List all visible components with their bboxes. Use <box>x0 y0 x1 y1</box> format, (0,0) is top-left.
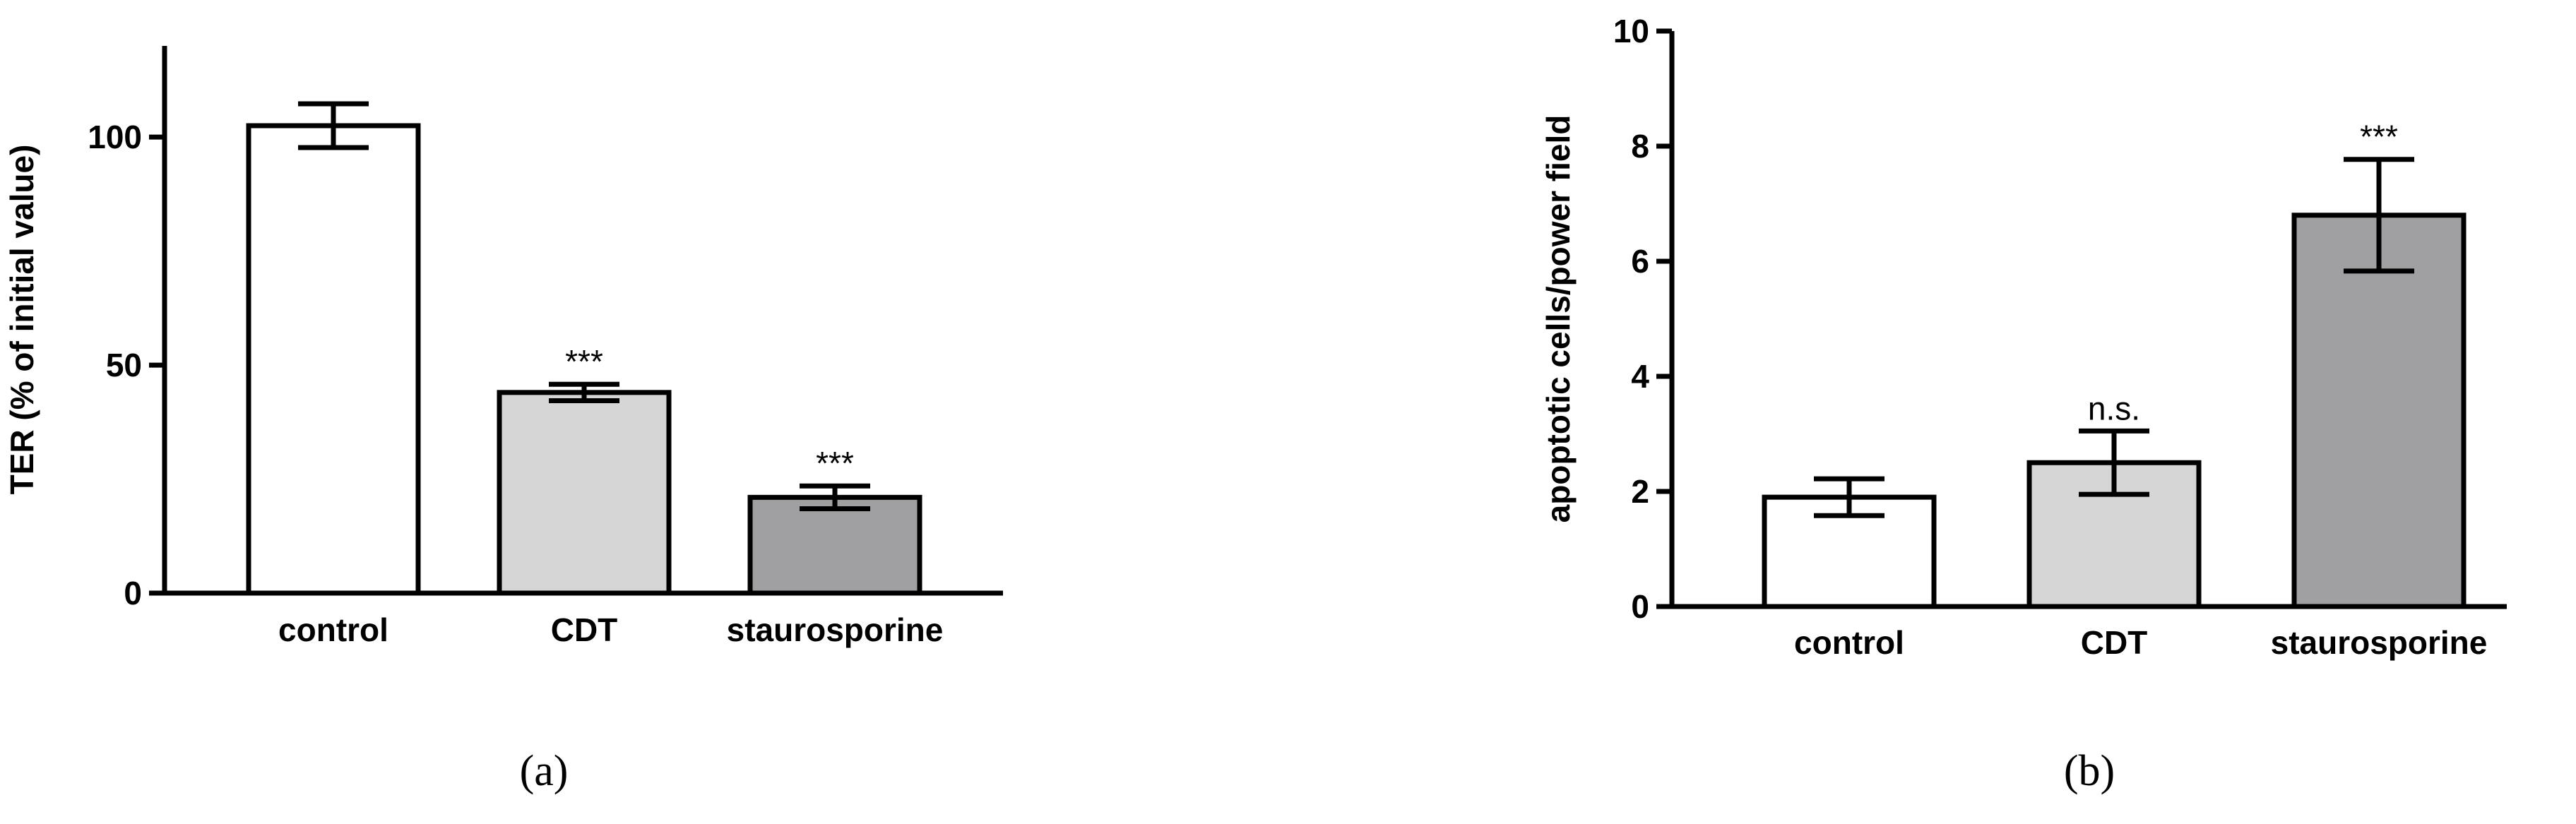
y-tick-label: 6 <box>1631 243 1649 280</box>
x-tick-label: staurosporine <box>2271 624 2488 661</box>
significance-label: n.s. <box>2088 390 2140 426</box>
significance-label: *** <box>816 445 854 482</box>
y-tick-label: 0 <box>1631 588 1649 625</box>
y-tick-label: 4 <box>1631 358 1649 395</box>
significance-label: *** <box>565 343 603 380</box>
panel-label: (b) <box>2064 747 2115 795</box>
y-tick-label: 50 <box>106 347 142 383</box>
y-tick-label: 8 <box>1631 128 1649 165</box>
y-tick-label: 0 <box>124 575 142 611</box>
bar <box>497 390 672 596</box>
bar <box>747 494 922 596</box>
x-tick-label: CDT <box>2081 624 2148 661</box>
x-tick-label: staurosporine <box>727 611 944 648</box>
y-axis-title: apoptotic cells/power field <box>1540 115 1577 523</box>
x-tick-label: control <box>1794 624 1904 661</box>
y-tick-label: 10 <box>1613 13 1649 49</box>
y-tick-label: 100 <box>88 119 142 155</box>
bar <box>246 123 421 596</box>
x-tick-label: CDT <box>551 611 618 648</box>
y-tick-label: 2 <box>1631 473 1649 510</box>
significance-label: *** <box>2360 119 2398 155</box>
bar <box>2026 460 2202 609</box>
panel-label: (a) <box>520 747 569 795</box>
y-axis-title: TER (% of initial value) <box>4 145 40 495</box>
x-tick-label: control <box>278 611 388 648</box>
bar <box>2291 213 2467 609</box>
